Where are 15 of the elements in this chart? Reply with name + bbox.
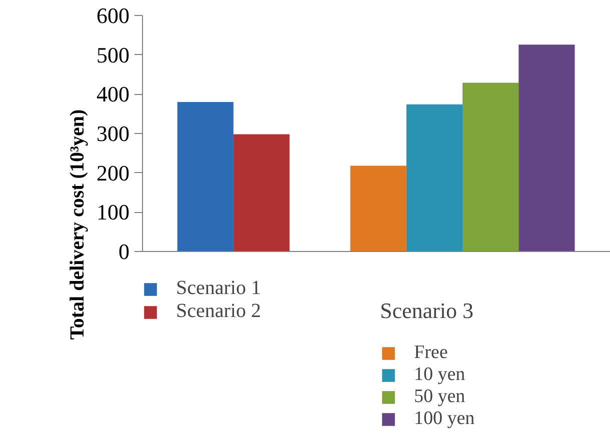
legend-label: Scenario 2	[176, 300, 261, 323]
y-tick-label: 0	[118, 239, 130, 264]
y-tick-label: 100	[96, 200, 130, 225]
legend-label: 10 yen	[414, 364, 466, 386]
legend-label: Scenario 1	[176, 277, 261, 300]
legend-label: 50 yen	[414, 386, 466, 408]
y-tick-label: 400	[96, 82, 130, 107]
y-tick-label: 500	[96, 42, 130, 68]
y-tick-label: 200	[96, 160, 130, 186]
legend-title: Scenario 3	[380, 298, 474, 324]
legend-label: 100 yen	[414, 408, 475, 430]
y-tick-label: 300	[96, 121, 130, 146]
y-tick-label: 600	[96, 3, 130, 28]
y-axis-title: Total delivery cost (10³yen)	[66, 109, 88, 340]
legend-label: Free	[414, 342, 448, 364]
